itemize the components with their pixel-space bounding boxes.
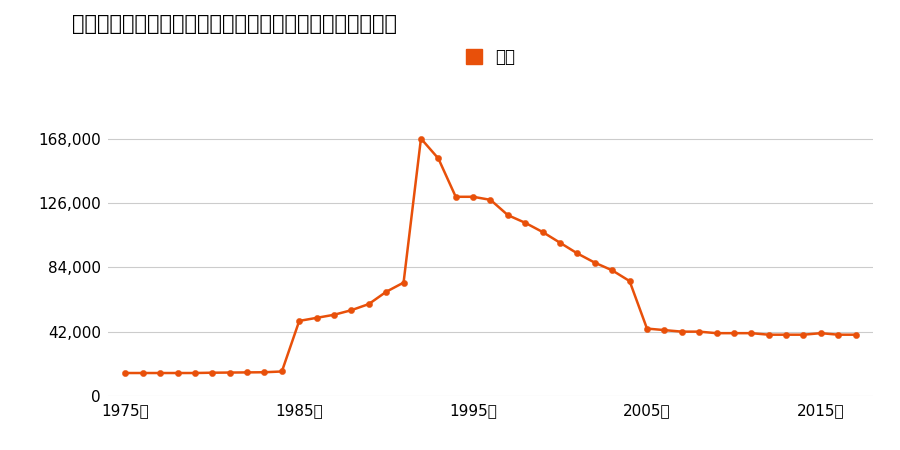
Text: 滋賀県草津市追分町字上尾６４５番３ほか１筆の地価推移: 滋賀県草津市追分町字上尾６４５番３ほか１筆の地価推移 (72, 14, 397, 33)
Legend: 価格: 価格 (459, 41, 522, 73)
